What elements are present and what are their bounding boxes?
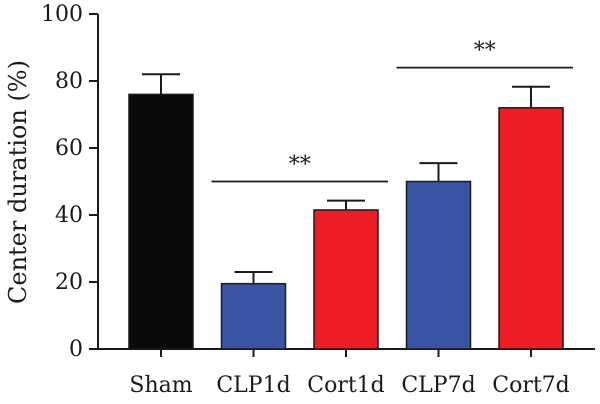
bars bbox=[128, 73, 564, 350]
y-tick-label: 0 bbox=[69, 337, 83, 362]
x-tick-label: CLP1d bbox=[216, 373, 290, 398]
x-tick-label: Cort1d bbox=[307, 373, 385, 398]
x-tick-label: CLP7d bbox=[401, 373, 475, 398]
y-tick-label: 80 bbox=[55, 69, 83, 94]
y-tick-label: 60 bbox=[55, 136, 83, 161]
bar-clp7d bbox=[405, 180, 472, 350]
bar-cort1d bbox=[313, 209, 379, 350]
x-tick-label: Cort7d bbox=[492, 373, 570, 398]
y-tick-label: 100 bbox=[41, 2, 83, 27]
significance-label: ** bbox=[474, 39, 496, 64]
bar-sham bbox=[128, 93, 194, 350]
y-axis-label: Center duration (%) bbox=[4, 60, 32, 304]
x-tick-label: Sham bbox=[129, 373, 192, 398]
bar-clp1d bbox=[220, 282, 287, 350]
bar-cort7d bbox=[498, 107, 564, 350]
y-tick-label: 20 bbox=[55, 270, 83, 295]
significance-label: ** bbox=[289, 153, 311, 178]
significance-annotations: ** ** bbox=[211, 39, 573, 183]
axes: 0 20 40 60 80 100 Sham CLP1d Cort1d CLP7d Cort7d bbox=[41, 2, 595, 398]
y-tick-label: 40 bbox=[55, 203, 83, 228]
